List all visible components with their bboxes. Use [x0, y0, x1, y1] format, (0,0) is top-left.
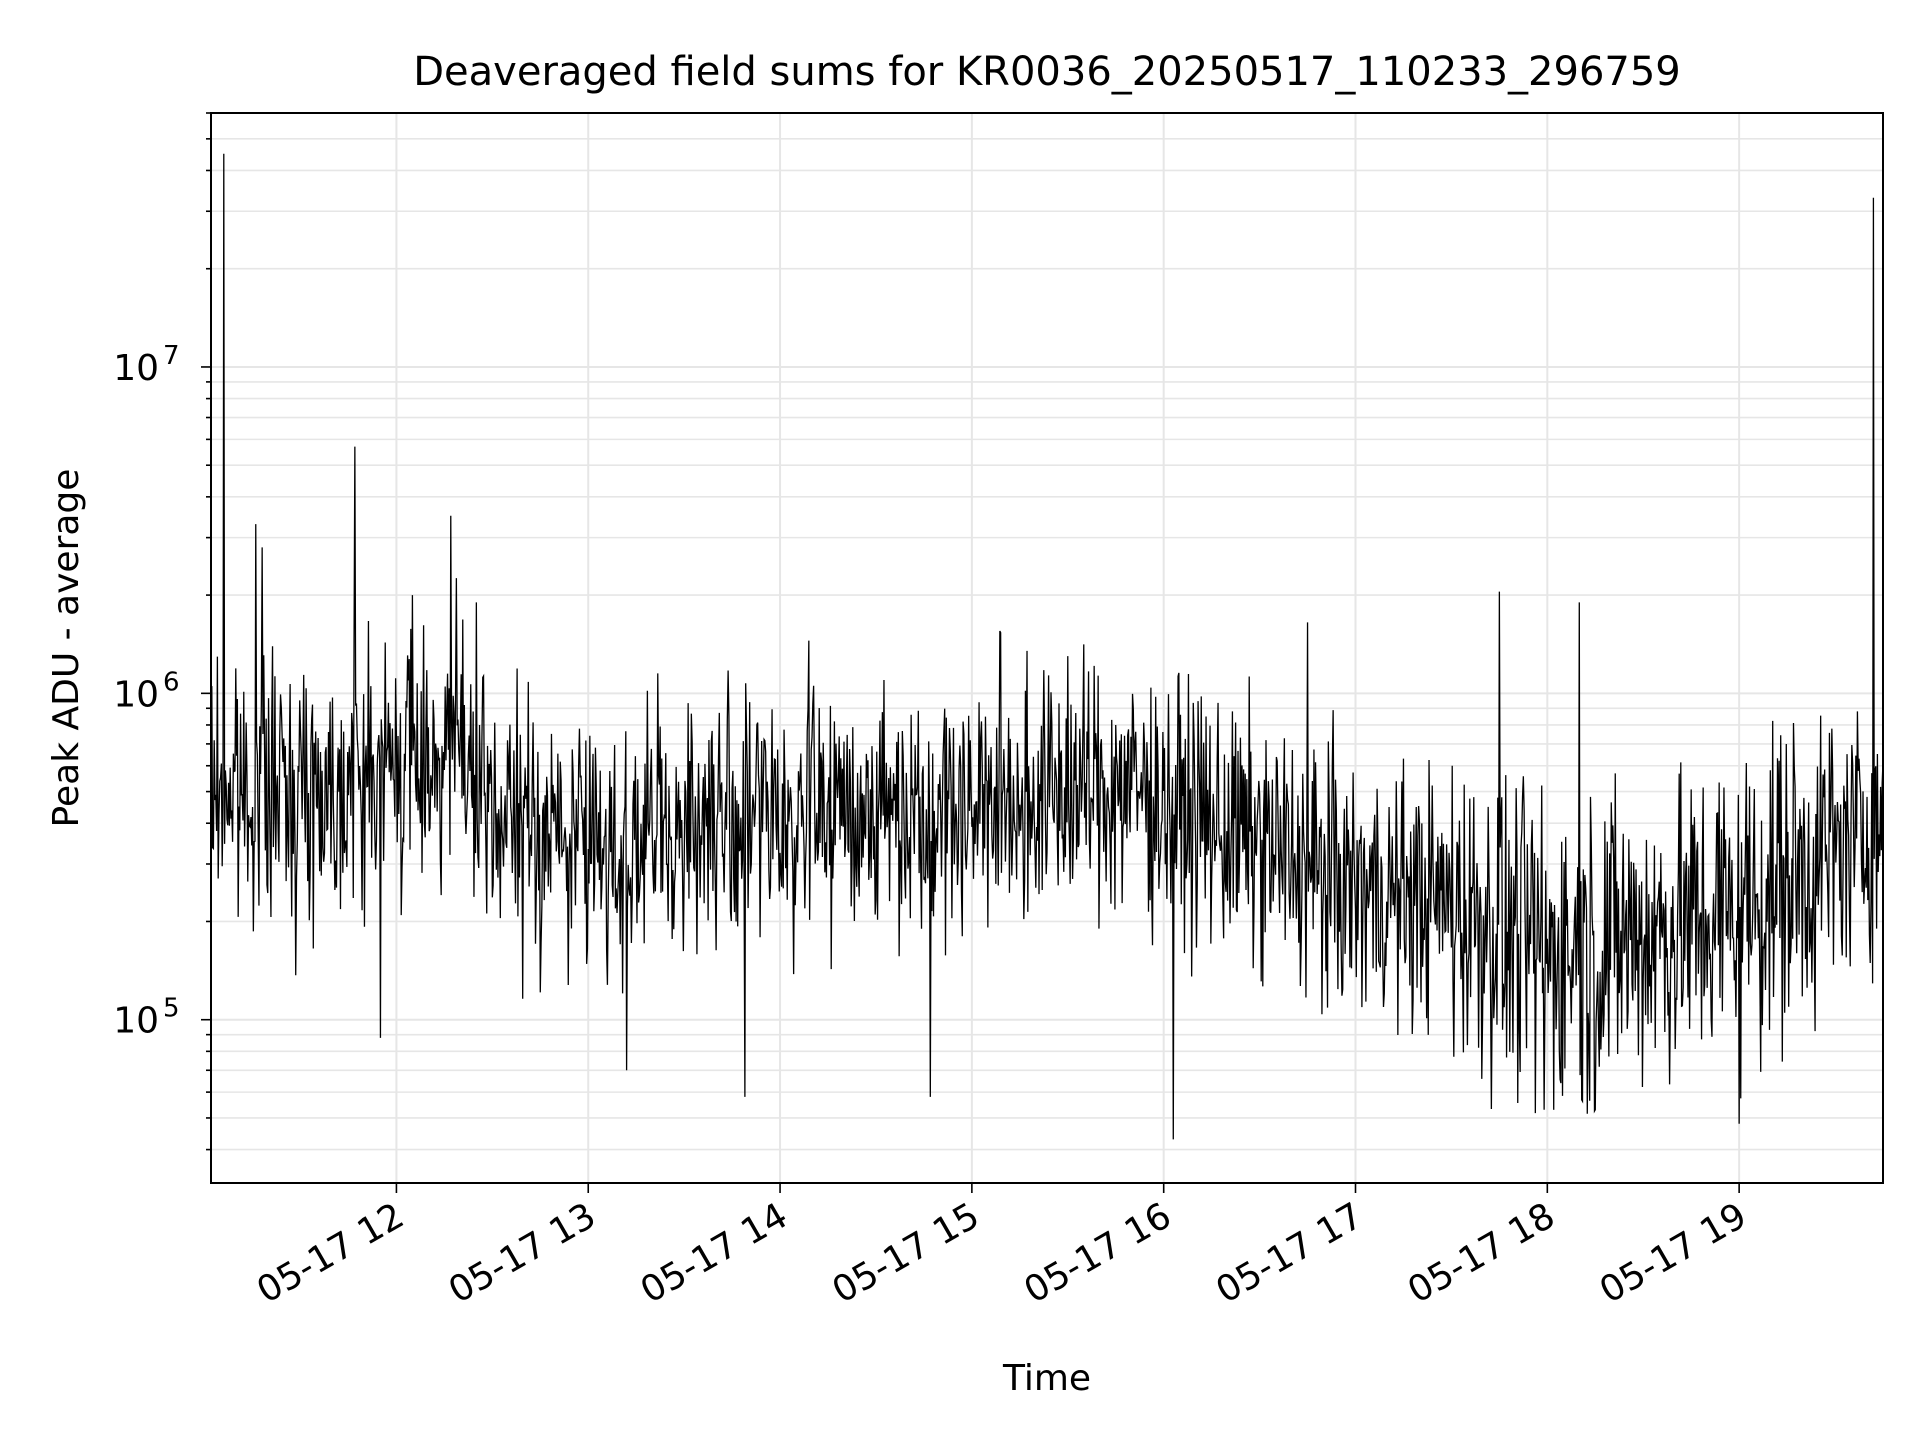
- plot-frame: [210, 112, 1884, 1184]
- y-tick-label: 10: [113, 1001, 159, 1042]
- y-tick-label: 10: [113, 348, 159, 389]
- y-tick-label: 10: [113, 674, 159, 715]
- y-tick-exponent: 6: [163, 667, 180, 697]
- y-tick-base: 10: [113, 1001, 159, 1042]
- x-axis-label: Time: [1002, 1358, 1091, 1399]
- y-tick-base: 10: [113, 348, 159, 389]
- plot-area: [211, 153, 1883, 1140]
- y-tick-exponent: 5: [163, 994, 180, 1024]
- chart-title: Deaveraged field sums for KR0036_2025051…: [413, 49, 1681, 95]
- series-line: [211, 153, 1883, 1140]
- y-axis-label: Peak ADU - average: [46, 469, 87, 828]
- y-tick-base: 10: [113, 674, 159, 715]
- y-tick-exponent: 7: [163, 341, 180, 371]
